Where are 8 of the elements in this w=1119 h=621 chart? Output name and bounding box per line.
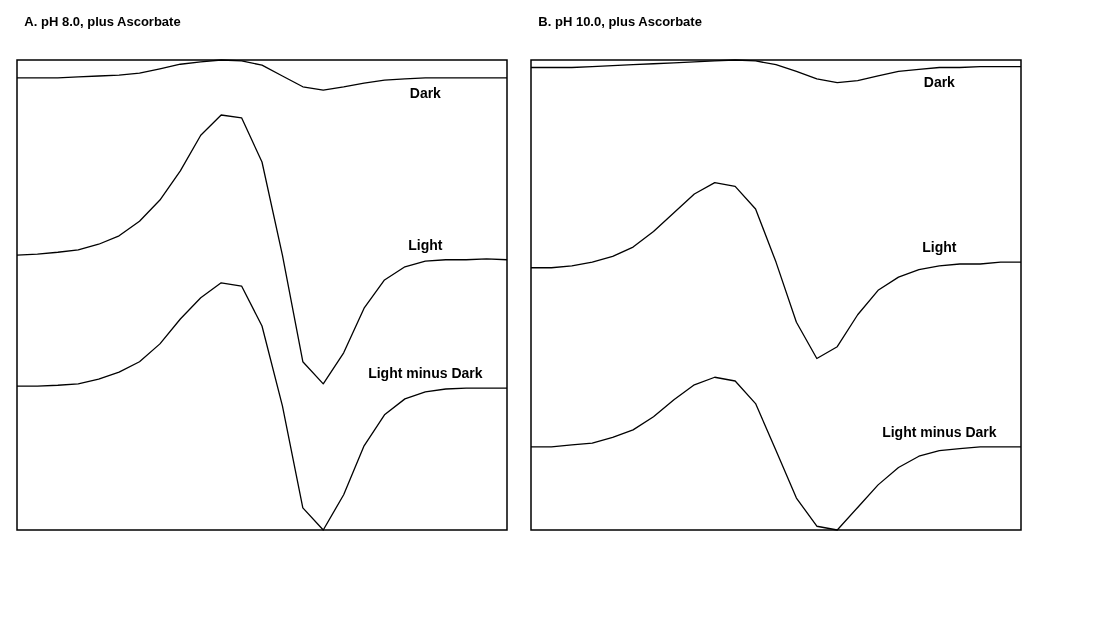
series-label: Light — [408, 236, 443, 253]
chart-title: A. pH 8.0, plus Ascorbate — [24, 14, 181, 30]
series-label: Light — [922, 239, 957, 256]
chart-title: B. pH 10.0, plus Ascorbate — [538, 14, 702, 30]
series-label: Dark — [923, 73, 956, 90]
series-label: Light minus Dark — [882, 423, 997, 440]
series-label: Light minus Dark — [368, 365, 483, 382]
series-label: Dark — [409, 84, 442, 101]
